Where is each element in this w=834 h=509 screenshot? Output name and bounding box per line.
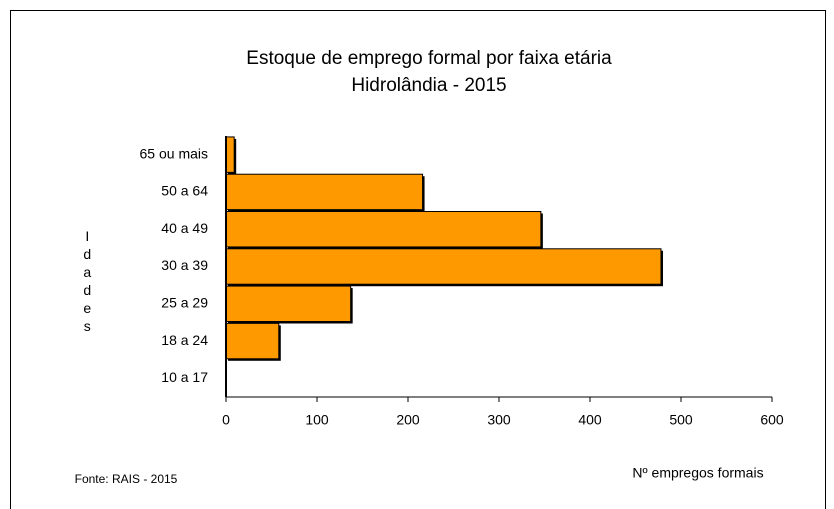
y-tick-label: 30 a 39	[161, 257, 208, 273]
bar	[225, 322, 280, 360]
x-tick-label: 500	[669, 412, 693, 428]
x-tick-label: 200	[396, 412, 420, 428]
bar	[225, 248, 662, 285]
x-tick-label: 300	[487, 412, 511, 428]
chart-title: Estoque de emprego formal por faixa etár…	[246, 48, 612, 69]
bar	[225, 285, 352, 322]
x-tick-label: 100	[305, 412, 329, 428]
y-tick-label: 65 ou mais	[140, 145, 208, 161]
x-axis-label: Nº empregos formais	[632, 465, 763, 481]
y-tick-label: 40 a 49	[161, 220, 208, 236]
y-tick-label: 10 a 17	[161, 369, 208, 385]
y-tick-label: 18 a 24	[161, 332, 208, 348]
source-note: Fonte: RAIS - 2015	[75, 472, 178, 486]
x-tick-label: 400	[578, 412, 602, 428]
bar	[225, 173, 424, 211]
y-tick-label: 25 a 29	[161, 294, 208, 310]
bar	[225, 136, 235, 173]
y-axis-label: Idades	[79, 228, 95, 336]
x-tick-label: 600	[760, 412, 784, 428]
y-tick-label: 50 a 64	[161, 183, 208, 199]
bar	[225, 211, 542, 248]
chart-subtitle: Hidrolândia - 2015	[351, 75, 506, 96]
x-tick-label: 0	[222, 412, 230, 428]
